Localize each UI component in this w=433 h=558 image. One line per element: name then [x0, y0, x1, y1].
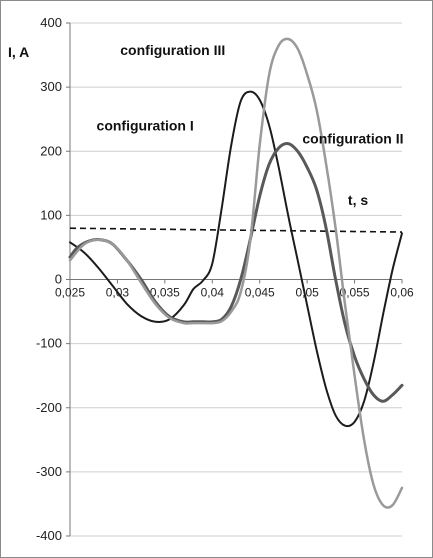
x-tick-label: 0,05	[295, 286, 319, 300]
y-tick-label: 200	[40, 143, 62, 158]
annotation-label: configuration II	[302, 131, 403, 147]
series-group	[68, 37, 404, 509]
x-tick-label: 0,06	[390, 286, 414, 300]
annotation-label: t, s	[348, 192, 368, 208]
annotation-label: configuration III	[120, 42, 225, 58]
annotation-label: configuration I	[97, 118, 194, 134]
y-tick-label: -300	[36, 464, 62, 479]
y-tick-label: -400	[36, 528, 62, 543]
x-tick-label: 0,045	[245, 286, 275, 300]
x-tick-label: 0,025	[55, 286, 85, 300]
x-tick-label: 0,035	[150, 286, 180, 300]
x-tick-labels: 0,025 0,03 0,035 0,04 0,045 0,05 0,055 0,06	[55, 279, 414, 300]
y-tick-label: 100	[40, 207, 62, 222]
y-tick-label: 0	[55, 272, 62, 287]
y-tick-labels: 400 300 200 100 0 -100 -200 -300 -400	[36, 15, 70, 543]
x-tick-label: 0,04	[201, 286, 225, 300]
annotations: configuration III configuration I configur…	[97, 42, 404, 208]
series-line-1	[69, 90, 403, 428]
y-axis-label: I, A	[8, 44, 29, 60]
reference-line-dashed	[69, 227, 403, 233]
x-tick-label: 0,055	[340, 286, 370, 300]
y-tick-label: -100	[36, 336, 62, 351]
series-line-3	[68, 37, 404, 509]
y-tick-label: 400	[40, 15, 62, 30]
y-tick-label: -200	[36, 400, 62, 415]
y-tick-label: 300	[40, 79, 62, 94]
